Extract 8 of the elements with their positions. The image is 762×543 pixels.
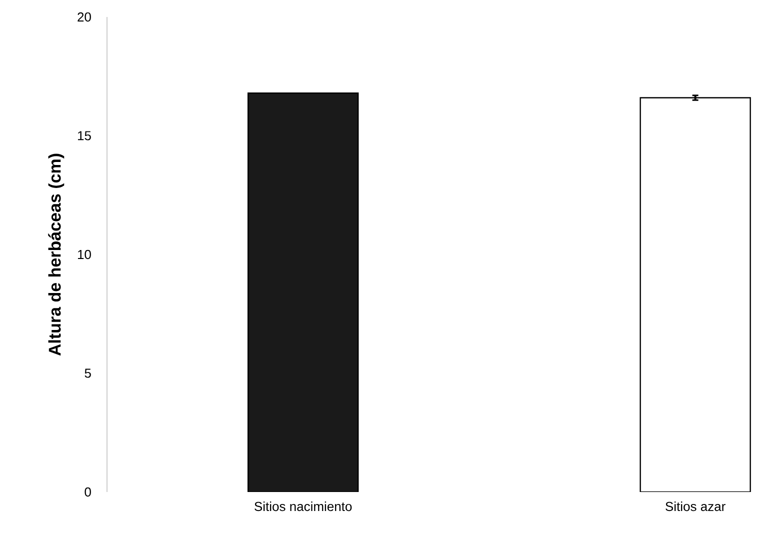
x-tick-label: Sitios nacimiento [254,502,352,512]
x-tick-label: Sitios azar [666,502,726,512]
y-tick-label: 10 [78,250,91,260]
y-tick-label: 5 [84,368,91,378]
y-axis-title: Altura de herbáceas (cm) [48,154,64,356]
y-tick-label: 20 [78,12,91,22]
y-tick-label: 15 [78,131,91,140]
y-tick-label: 0 [84,487,91,497]
